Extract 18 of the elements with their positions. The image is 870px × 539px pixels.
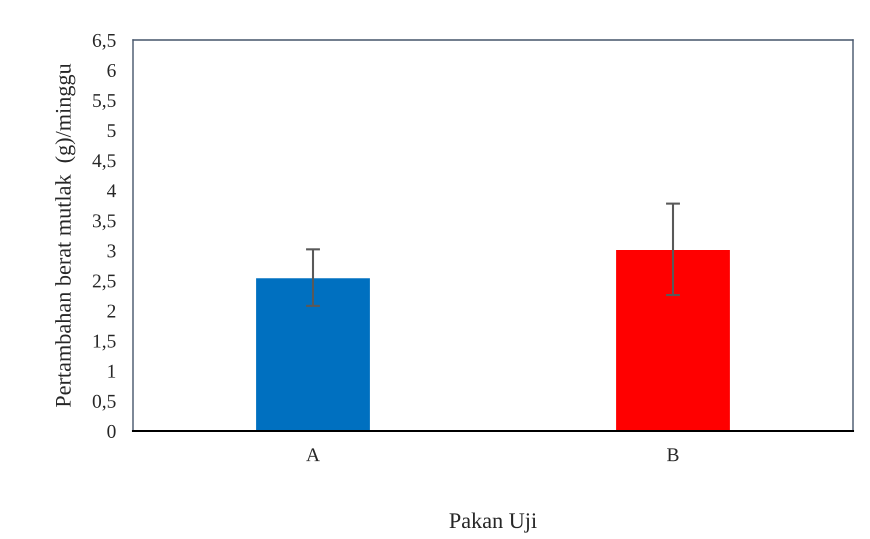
y-tick-label: 1,5	[94, 334, 116, 351]
x-tick-label: B	[667, 448, 679, 462]
y-tick-label: 2,5	[92, 274, 116, 290]
y-tick-label: 3,5	[92, 214, 116, 230]
y-tick-label: 3	[108, 244, 116, 258]
y-axis-title: Pertambahan berat mutlak (g)/minggu	[55, 64, 76, 408]
y-tick-label: 0	[107, 424, 116, 438]
y-tick-label: 4,5	[92, 154, 116, 170]
y-tick-label: 5	[108, 124, 116, 138]
y-tick-label: 6	[107, 64, 116, 78]
y-tick-label: 2	[107, 304, 116, 318]
y-tick-label: 5,5	[93, 94, 116, 110]
x-axis-title: Pakan Uji	[450, 512, 537, 533]
x-tick-label: A	[306, 448, 320, 462]
y-tick-label: 4	[106, 184, 116, 198]
y-tick-label: 6,5	[92, 34, 116, 50]
y-tick-label: 1	[108, 364, 116, 378]
y-tick-label: 0,5	[92, 394, 116, 411]
